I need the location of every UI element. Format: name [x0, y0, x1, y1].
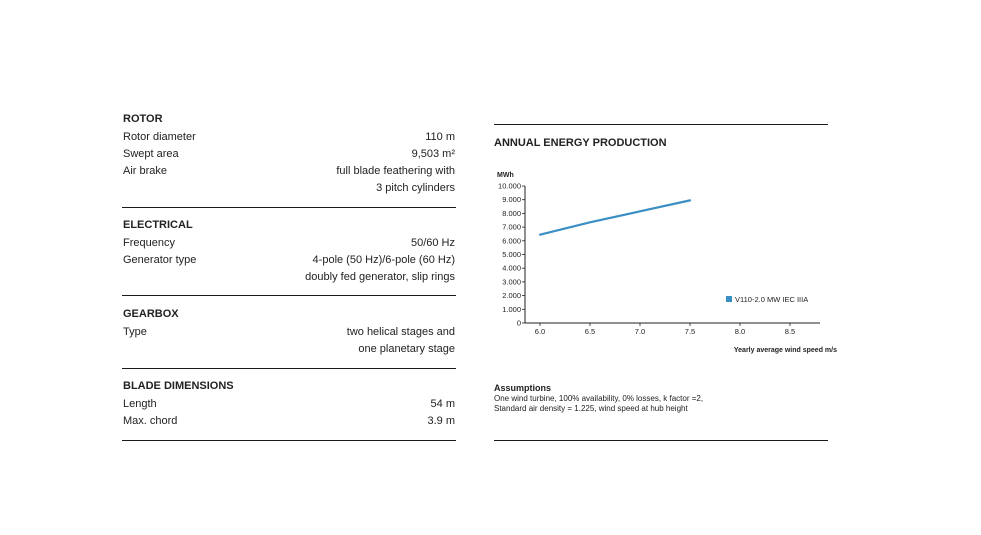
assumptions-line: Standard air density = 1.225, wind speed… — [494, 404, 688, 413]
spec-value: doubly fed generator, slip rings — [305, 271, 455, 283]
spec-row: Rotor diameter 110 m — [122, 129, 458, 146]
electrical-heading: ELECTRICAL — [123, 219, 193, 231]
rotor-heading: ROTOR — [123, 113, 163, 125]
spec-row: Max. chord 3.9 m — [122, 413, 458, 430]
y-tick-label: 3.000 — [502, 277, 521, 286]
spec-label — [122, 341, 123, 358]
spec-label: Air brake — [123, 165, 168, 177]
spec-row: 3 pitch cylinders — [122, 180, 458, 197]
y-tick-label: 7.000 — [502, 223, 521, 232]
assumptions-line: One wind turbine, 100% availability, 0% … — [494, 393, 704, 403]
y-tick-label: 6.000 — [502, 236, 521, 245]
blade-section: BLADE DIMENSIONS Length 54 m Max. chord 3.… — [122, 379, 458, 430]
gearbox-heading: GEARBOX — [123, 308, 179, 320]
legend-label: V110-2.0 MW IEC IIIA — [735, 295, 808, 304]
spec-value: 3.9 m — [427, 415, 455, 427]
spec-row: Air brake full blade feathering with — [122, 163, 458, 180]
blade-heading: BLADE DIMENSIONS — [123, 380, 234, 392]
aep-title: ANNUAL ENERGY PRODUCTION — [494, 137, 667, 149]
spec-value: two helical stages and — [346, 326, 455, 338]
spec-value: 54 m — [430, 398, 455, 410]
section-divider — [122, 440, 456, 441]
spec-label: Rotor diameter — [123, 131, 196, 143]
rotor-section: ROTOR Rotor diameter 110 m Swept area 9,50… — [122, 112, 458, 197]
spec-label — [122, 269, 123, 286]
y-tick-label: 4.000 — [502, 264, 521, 273]
spec-value: 3 pitch cylinders — [376, 182, 455, 194]
spec-label: Swept area — [123, 148, 179, 160]
assumptions-block: Assumptions One wind turbine, 100% avail… — [494, 383, 703, 415]
spec-value: 50/60 Hz — [410, 237, 455, 249]
assumptions-title: Assumptions — [494, 383, 552, 393]
x-tick-label: 8.0 — [735, 327, 745, 336]
x-axis-label: Yearly average wind speed m/s — [734, 347, 837, 354]
spec-label: Length — [123, 398, 157, 410]
aep-chart: MWh 0 1.000 2.000 3.000 4.000 5.000 6.000 7.000… — [497, 172, 837, 354]
x-tick-label: 6.5 — [585, 327, 595, 336]
y-tick-label: 5.000 — [502, 250, 521, 259]
series-line — [538, 199, 692, 236]
spec-value: 110 m — [425, 131, 455, 143]
section-divider — [122, 295, 456, 296]
section-divider — [122, 368, 456, 369]
y-tick-label: 10.000 — [498, 182, 521, 191]
y-axis-label: MWh — [497, 172, 514, 179]
x-tick-label: 8.5 — [785, 327, 795, 336]
spec-row: Generator type 4-pole (50 Hz)/6-pole (60 … — [122, 252, 458, 269]
legend-swatch — [726, 296, 732, 302]
spec-row: one planetary stage — [122, 341, 458, 358]
spec-row: Length 54 m — [122, 396, 458, 413]
spec-row: Swept area 9,503 m² — [122, 146, 458, 163]
aep-bottom-divider — [494, 440, 828, 441]
spec-label: Type — [123, 326, 147, 338]
spec-row: Type two helical stages and — [122, 324, 458, 341]
y-tick-label: 9.000 — [502, 195, 521, 204]
x-tick-label: 7.0 — [635, 327, 645, 336]
gearbox-section: GEARBOX Type two helical stages and one p… — [122, 307, 458, 358]
spec-value: 4-pole (50 Hz)/6-pole (60 Hz) — [312, 254, 455, 266]
y-tick-label: 8.000 — [502, 209, 521, 218]
section-divider — [122, 207, 456, 208]
aep-top-divider — [494, 124, 828, 125]
spec-label: Generator type — [123, 254, 197, 266]
spec-row: doubly fed generator, slip rings — [122, 269, 458, 286]
spec-label: Frequency — [123, 237, 175, 249]
electrical-section: ELECTRICAL Frequency 50/60 Hz Generator t… — [122, 218, 458, 286]
spec-label: Max. chord — [123, 415, 178, 427]
x-tick-label: 7.5 — [685, 327, 695, 336]
spec-value: one planetary stage — [358, 343, 455, 355]
y-tick-label: 0 — [517, 319, 521, 328]
spec-label — [122, 180, 123, 197]
x-tick-label: 6.0 — [535, 327, 545, 336]
y-tick-label: 2.000 — [502, 291, 521, 300]
spec-value: full blade feathering with — [336, 165, 455, 177]
y-tick-label: 1.000 — [502, 305, 521, 314]
spec-row: Frequency 50/60 Hz — [122, 235, 458, 252]
spec-value: 9,503 m² — [411, 148, 455, 160]
